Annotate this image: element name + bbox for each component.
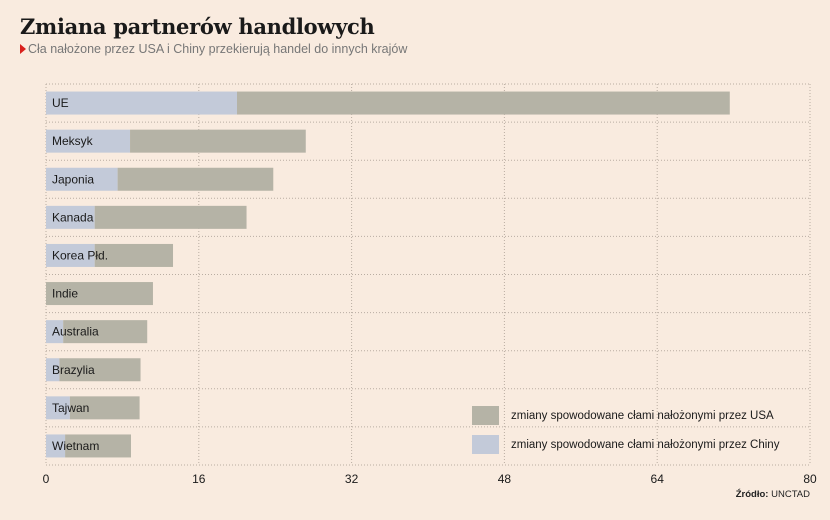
bar-segment (65, 434, 131, 458)
category-label: Tajwan (52, 401, 89, 415)
category-label: Brazylia (52, 363, 95, 377)
category-label: Australia (52, 325, 99, 339)
red-triangle-icon (20, 44, 26, 54)
source-label: Źródło: (735, 489, 769, 500)
bar-segment (59, 358, 141, 382)
bar-segment (130, 129, 306, 153)
chart-subtitle: Cła nałożone przez USA i Chiny przekieru… (20, 42, 407, 56)
bar-segment (237, 91, 730, 115)
category-label: Indie (52, 287, 78, 301)
chart-title: Zmiana partnerów handlowych (20, 14, 375, 39)
bar-segment (94, 205, 247, 229)
bar-segment (46, 396, 70, 420)
category-label: Wietnam (52, 439, 99, 453)
category-label: UE (52, 96, 69, 110)
x-tick-label: 16 (192, 472, 206, 486)
bar-segment (46, 434, 66, 458)
source-value: UNCTAD (771, 489, 810, 500)
x-tick-label: 0 (43, 472, 50, 486)
category-label: Korea Płd. (52, 248, 108, 262)
x-tick-label: 48 (498, 472, 512, 486)
legend-swatch (472, 435, 499, 454)
legend-label: zmiany spowodowane cłami nałożonymi prze… (511, 410, 774, 422)
legend-label: zmiany spowodowane cłami nałożonymi prze… (511, 439, 780, 451)
x-tick-label: 80 (803, 472, 817, 486)
subtitle-text: Cła nałożone przez USA i Chiny przekieru… (28, 42, 408, 56)
bar-segment (46, 91, 237, 115)
bar-segment (46, 320, 64, 344)
category-label: Kanada (52, 210, 94, 224)
bar-segment (94, 243, 174, 267)
x-tick-label: 64 (651, 472, 665, 486)
bar-segment (117, 167, 274, 191)
bar-segment (46, 205, 95, 229)
category-label: Meksyk (52, 134, 94, 148)
category-label: Japonia (52, 172, 94, 186)
bar-segment (46, 167, 118, 191)
legend-swatch (472, 406, 499, 425)
bar-segment (46, 243, 95, 267)
bar-segment (46, 129, 131, 153)
source-note: Źródło: UNCTAD (736, 489, 810, 500)
bar-segment (46, 358, 60, 382)
bar-segment (63, 320, 148, 344)
bar-segment (46, 282, 153, 306)
bar-segment (69, 396, 140, 420)
x-tick-label: 32 (345, 472, 359, 486)
